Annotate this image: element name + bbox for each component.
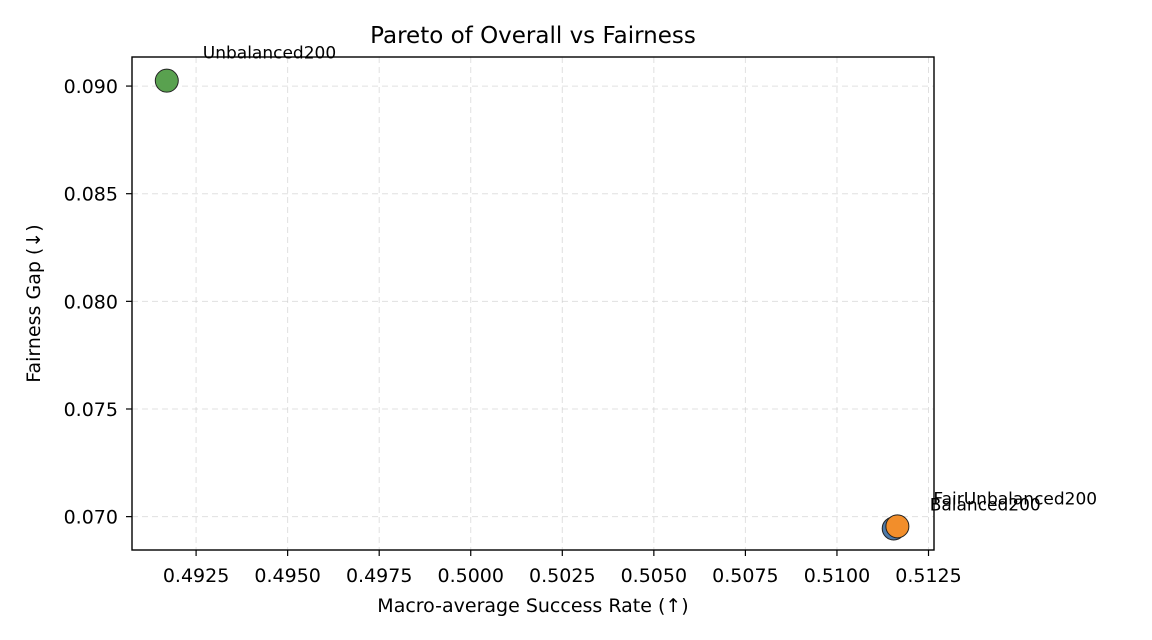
- x-tick-label: 0.5100: [804, 565, 870, 587]
- x-axis: 0.4925 0.4950 0.4975 0.5000 0.5025 0.5050 0.50…: [163, 550, 962, 587]
- y-tick-label: 0.075: [64, 399, 118, 421]
- data-points: [154, 68, 910, 541]
- y-axis: 0.070 0.075 0.080 0.085 0.090: [64, 76, 132, 529]
- chart-title: Pareto of Overall vs Fairness: [370, 23, 696, 49]
- y-tick-label: 0.080: [64, 291, 118, 313]
- data-point-labels: Unbalanced200 Balanced200FairUnbalanced20…: [203, 44, 1097, 516]
- x-tick-label: 0.4925: [163, 565, 229, 587]
- plot-frame: [131, 56, 935, 551]
- data-point: [154, 68, 179, 93]
- data-point-label: FairUnbalanced200: [933, 489, 1097, 509]
- data-point: [885, 514, 910, 539]
- data-point-label: Unbalanced200: [203, 44, 336, 64]
- x-tick-label: 0.5000: [438, 565, 504, 587]
- x-tick-label: 0.5125: [895, 565, 961, 587]
- y-tick-label: 0.070: [64, 507, 118, 529]
- y-tick-label: 0.085: [64, 184, 118, 206]
- x-tick-label: 0.5075: [712, 565, 778, 587]
- x-tick-label: 0.4950: [254, 565, 320, 587]
- x-tick-label: 0.5025: [529, 565, 595, 587]
- y-tick-label: 0.090: [64, 76, 118, 98]
- data-point-label: Balanced200: [930, 495, 1041, 515]
- x-tick-label: 0.5050: [621, 565, 687, 587]
- grid-lines: [132, 57, 934, 550]
- x-tick-label: 0.4975: [346, 565, 412, 587]
- x-axis-label: Macro-average Success Rate (↑): [377, 595, 688, 617]
- y-axis-label: Fairness Gap (↓): [23, 224, 45, 382]
